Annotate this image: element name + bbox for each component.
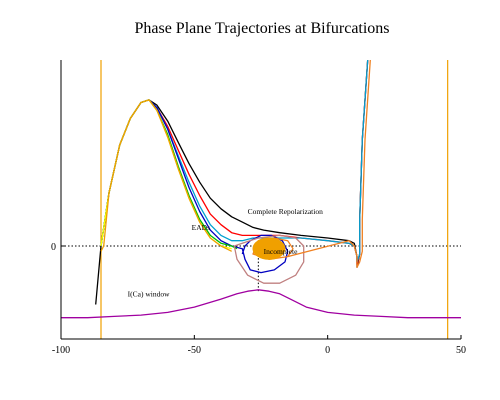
trajectory-series <box>61 59 461 319</box>
trajectory-line-7 <box>233 234 305 284</box>
x-tick-label-3: 0 <box>325 345 330 356</box>
annotation-i-ca-window: I(Ca) window <box>128 289 170 298</box>
axes: -100 -50 0 50 0 <box>51 60 466 356</box>
annotation-eads: EADs <box>192 223 210 232</box>
trajectory-line-1 <box>95 59 369 305</box>
x-tick-label-1: -100 <box>52 345 70 356</box>
annotation-complete-repolarization: Complete Repolarization <box>248 207 323 216</box>
annotation-incomplete: Incomplete <box>264 247 298 256</box>
trajectory-line-2 <box>100 59 369 266</box>
trajectory-line-8 <box>252 59 371 268</box>
incomplete-filled-region <box>252 237 286 260</box>
annotations: Complete Repolarization EADs Incomplete I(C… <box>128 207 323 298</box>
trajectory-line-9 <box>100 99 232 252</box>
trajectory-line-5 <box>100 99 238 250</box>
chart-title: Phase Plane Trajectories at Bifurcations <box>134 20 389 37</box>
trajectory-line-3 <box>100 59 369 263</box>
x-tick-label-2: -50 <box>188 345 201 356</box>
reference-lines <box>61 60 461 339</box>
x-tick-label-4: 50 <box>456 345 466 356</box>
trajectory-line-10 <box>61 289 461 319</box>
y-tick-label-1: 0 <box>51 242 56 253</box>
